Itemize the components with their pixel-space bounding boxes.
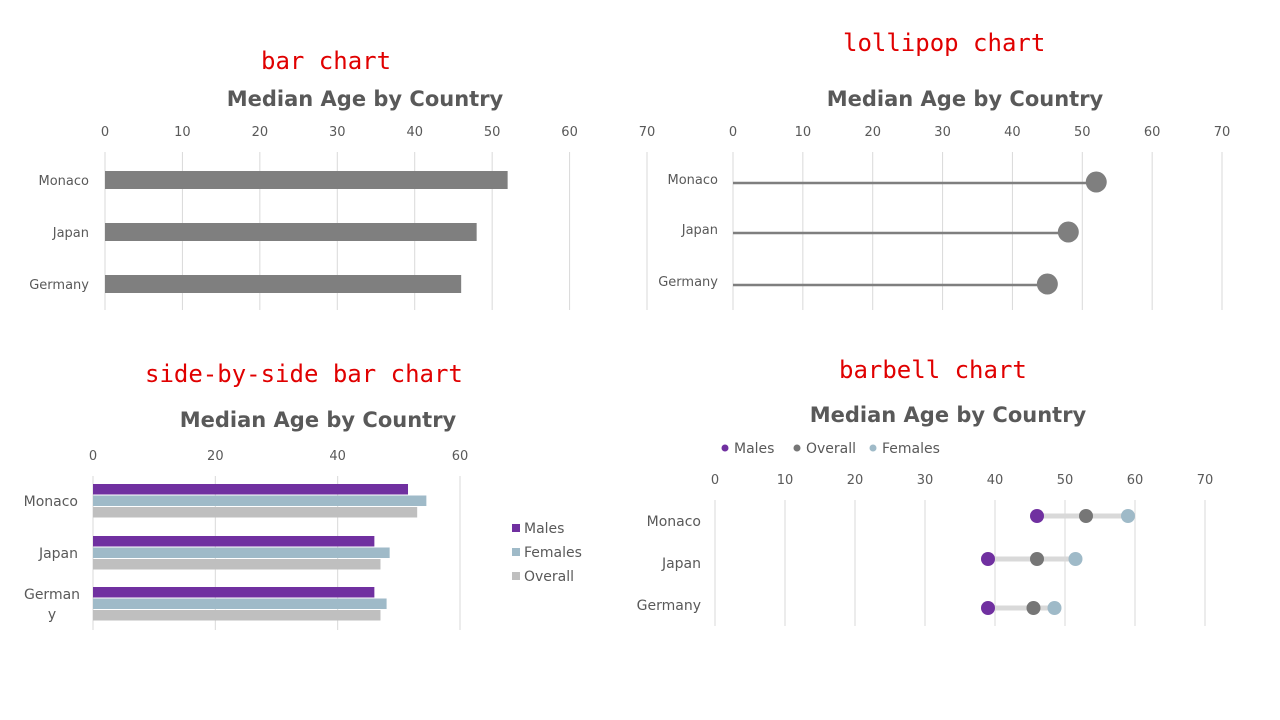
- lollipop-chart-label: lollipop chart: [843, 29, 1046, 57]
- bar-tick-label: 0: [101, 125, 109, 140]
- side-legend-swatch: [512, 524, 520, 532]
- side-legend-label: Females: [524, 545, 582, 561]
- barbell-dot-overall: [1079, 509, 1093, 523]
- side-category-label: Japan: [38, 546, 78, 562]
- barbell-category-label: Japan: [661, 556, 701, 572]
- side-bar-males: [93, 484, 409, 495]
- lollipop-tick-label: 20: [864, 125, 881, 140]
- side-category-label: y: [48, 607, 56, 623]
- lollipop-dot: [1036, 273, 1058, 295]
- lollipop-category-label: Japan: [681, 223, 718, 238]
- bar-category-label: Germany: [29, 278, 89, 293]
- side-category-label: Monaco: [24, 494, 78, 510]
- bar-category-label: Japan: [52, 226, 89, 241]
- barbell-chart-label: barbell chart: [839, 356, 1027, 384]
- bar-mark: [105, 171, 508, 189]
- barbell-dot-females: [1047, 601, 1062, 615]
- barbell-dot-overall: [1026, 601, 1041, 615]
- bar-chart-title: Median Age by Country: [226, 87, 504, 111]
- lollipop-chart-title: Median Age by Country: [826, 87, 1104, 111]
- side-bar-males: [93, 536, 375, 547]
- side-bar-males: [93, 587, 375, 598]
- lollipop-dot: [1085, 171, 1107, 193]
- barbell-tick-label: 50: [1057, 473, 1074, 488]
- side-legend-swatch: [512, 572, 520, 580]
- side-bar-overall: [93, 507, 418, 518]
- side-legend-label: Males: [524, 521, 564, 537]
- side-bar-overall: [93, 610, 381, 621]
- lollipop-dot: [1057, 221, 1079, 243]
- bar-tick-label: 60: [561, 125, 578, 140]
- side-bar-overall: [93, 559, 381, 570]
- lollipop-tick-label: 30: [934, 125, 951, 140]
- lollipop-tick-label: 10: [795, 125, 812, 140]
- side-legend-swatch: [512, 548, 520, 556]
- barbell-tick-label: 30: [917, 473, 934, 488]
- lollipop-tick-label: 40: [1004, 125, 1021, 140]
- barbell-dot-females: [1068, 552, 1083, 566]
- barbell-tick-label: 10: [777, 473, 794, 488]
- bar-tick-label: 50: [484, 125, 501, 140]
- barbell-tick-label: 0: [711, 473, 719, 488]
- barbell-chart-title: Median Age by Country: [809, 403, 1087, 427]
- lollipop-category-label: Monaco: [668, 173, 719, 188]
- bar-chart-label: bar chart: [261, 47, 392, 75]
- side-bar-females: [93, 547, 390, 558]
- lollipop-tick-label: 50: [1074, 125, 1091, 140]
- barbell-legend-marker: [721, 444, 729, 452]
- bar-tick-label: 20: [252, 125, 269, 140]
- bar-tick-label: 40: [406, 125, 423, 140]
- barbell-category-label: Germany: [637, 598, 701, 614]
- side-chart-title: Median Age by Country: [179, 408, 457, 432]
- barbell-legend-label: Females: [882, 441, 940, 457]
- barbell-tick-label: 60: [1127, 473, 1144, 488]
- lollipop-tick-label: 60: [1144, 125, 1161, 140]
- side-by-side-chart-label: side-by-side bar chart: [145, 360, 463, 388]
- lollipop-tick-label: 70: [1214, 125, 1231, 140]
- bar-tick-label: 70: [639, 125, 656, 140]
- bar-mark: [105, 223, 477, 241]
- lollipop-category-label: Germany: [658, 275, 718, 290]
- side-legend-label: Overall: [524, 569, 574, 585]
- barbell-dot-females: [1121, 509, 1135, 523]
- side-tick-label: 20: [207, 449, 224, 464]
- barbell-legend-marker: [793, 444, 801, 452]
- barbell-tick-label: 40: [987, 473, 1004, 488]
- barbell-category-label: Monaco: [647, 514, 701, 530]
- barbell-dot-males: [1030, 509, 1044, 523]
- barbell-tick-label: 70: [1197, 473, 1214, 488]
- side-tick-label: 60: [452, 449, 469, 464]
- barbell-dot-overall: [1030, 552, 1044, 566]
- side-tick-label: 40: [329, 449, 346, 464]
- side-category-label: German: [24, 587, 80, 603]
- bar-category-label: Monaco: [39, 174, 90, 189]
- side-bar-females: [93, 495, 427, 506]
- lollipop-tick-label: 0: [729, 125, 737, 140]
- bar-mark: [105, 275, 462, 293]
- side-bar-females: [93, 598, 387, 609]
- barbell-legend-marker: [869, 444, 877, 452]
- barbell-legend-label: Males: [734, 441, 774, 457]
- barbell-tick-label: 20: [847, 473, 864, 488]
- barbell-dot-males: [981, 552, 995, 566]
- barbell-dot-males: [981, 601, 995, 615]
- bar-tick-label: 30: [329, 125, 346, 140]
- side-tick-label: 0: [89, 449, 97, 464]
- barbell-legend-label: Overall: [806, 441, 856, 457]
- bar-tick-label: 10: [174, 125, 191, 140]
